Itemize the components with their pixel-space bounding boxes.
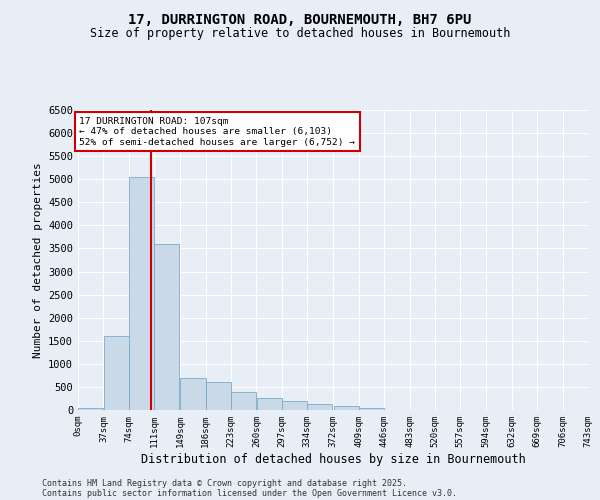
- Text: Contains HM Land Registry data © Crown copyright and database right 2025.: Contains HM Land Registry data © Crown c…: [42, 478, 407, 488]
- Bar: [104, 336, 128, 410]
- Text: Contains public sector information licensed under the Open Government Licence v3: Contains public sector information licen…: [42, 488, 457, 498]
- Bar: [181, 378, 205, 410]
- Bar: [359, 408, 384, 410]
- Bar: [307, 404, 332, 410]
- Bar: [154, 244, 179, 410]
- X-axis label: Distribution of detached houses by size in Bournemouth: Distribution of detached houses by size …: [140, 452, 526, 466]
- Y-axis label: Number of detached properties: Number of detached properties: [32, 162, 43, 358]
- Bar: [334, 406, 359, 410]
- Bar: [257, 398, 281, 410]
- Bar: [206, 382, 231, 410]
- Text: Size of property relative to detached houses in Bournemouth: Size of property relative to detached ho…: [90, 28, 510, 40]
- Bar: [78, 408, 103, 410]
- Bar: [282, 401, 307, 410]
- Text: 17, DURRINGTON ROAD, BOURNEMOUTH, BH7 6PU: 17, DURRINGTON ROAD, BOURNEMOUTH, BH7 6P…: [128, 12, 472, 26]
- Bar: [231, 392, 256, 410]
- Bar: [129, 177, 154, 410]
- Text: 17 DURRINGTON ROAD: 107sqm
← 47% of detached houses are smaller (6,103)
52% of s: 17 DURRINGTON ROAD: 107sqm ← 47% of deta…: [79, 117, 355, 146]
